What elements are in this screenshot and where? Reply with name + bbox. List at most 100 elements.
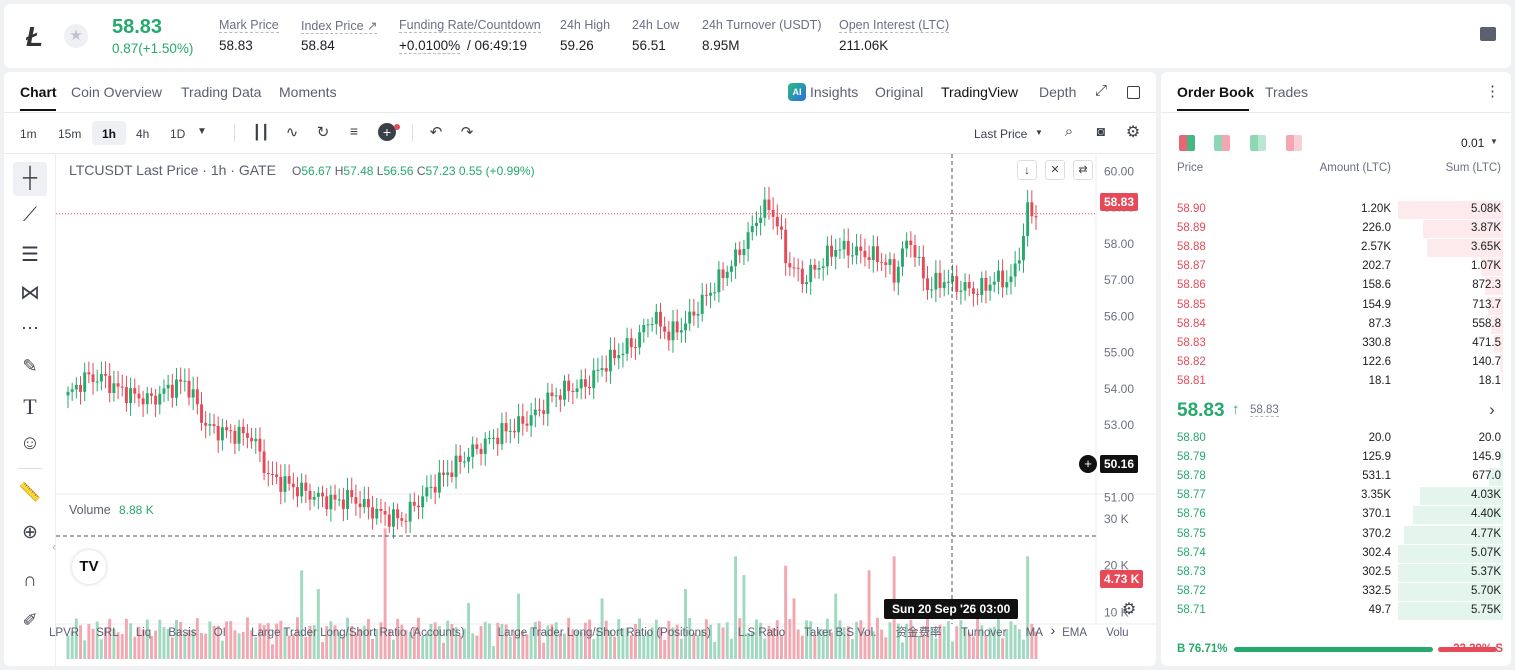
more-menu-icon[interactable]: ⋮ xyxy=(1485,83,1500,100)
favorite-star-icon[interactable]: ★ xyxy=(64,24,88,48)
ob-price[interactable]: 58.86 xyxy=(1177,279,1206,292)
candle-body xyxy=(316,492,320,497)
ind-srl[interactable]: SRL xyxy=(96,627,119,639)
ob-price[interactable]: 58.90 xyxy=(1177,203,1206,215)
ob-price[interactable]: 58.88 xyxy=(1177,241,1206,254)
redo-icon[interactable]: ↷ xyxy=(460,124,474,141)
book-icon[interactable] xyxy=(1480,27,1496,41)
time-axis-settings-icon[interactable]: ⚙ xyxy=(1121,601,1137,618)
view-tab-depth[interactable]: Depth xyxy=(1039,84,1077,100)
trend-line-icon[interactable]: ⟋ xyxy=(23,204,37,226)
tab-coin-overview[interactable]: Coin Overview xyxy=(71,84,163,100)
interval-1h-active[interactable] xyxy=(92,121,126,145)
fib-lines-icon[interactable]: ☰ xyxy=(21,244,39,266)
ind-taker-bs-vol[interactable]: Taker B.S Vol. xyxy=(804,627,877,639)
magnet-icon[interactable]: ∩ xyxy=(23,570,37,591)
draw-pencil-icon[interactable]: ✐ xyxy=(22,610,38,630)
text-tool-icon[interactable]: T xyxy=(23,394,37,419)
refresh-icon[interactable]: ↻ xyxy=(316,124,330,141)
ob-price[interactable]: 58.76 xyxy=(1177,508,1206,521)
search-icon[interactable]: ⌕ xyxy=(1064,123,1074,140)
ob-price[interactable]: 58.87 xyxy=(1177,260,1206,273)
more-indicators-icon[interactable]: › xyxy=(1050,622,1056,638)
mid-chevron-icon[interactable]: › xyxy=(1489,400,1495,419)
ob-price[interactable]: 58.72 xyxy=(1177,584,1206,597)
ob-price[interactable]: 58.84 xyxy=(1177,317,1206,330)
price-chart[interactable]: 60.0059.0058.0057.0056.0055.0054.0053.00… xyxy=(56,154,1156,666)
expand-icon[interactable]: ⤢ xyxy=(1094,82,1107,99)
layout-both-icon[interactable] xyxy=(1179,135,1195,151)
layout-asks-icon[interactable] xyxy=(1286,135,1302,151)
ob-price[interactable]: 58.77 xyxy=(1177,489,1206,502)
index-price-label[interactable]: Index Price ↗ xyxy=(301,19,378,34)
layout-split-icon[interactable] xyxy=(1214,135,1230,151)
candle-body xyxy=(433,486,437,493)
view-tab-insights[interactable]: Insights xyxy=(810,84,859,100)
view-tab-tradingview[interactable]: TradingView xyxy=(941,84,1019,100)
ind-ma[interactable]: MA xyxy=(1025,627,1043,639)
ind-ls-ratio[interactable]: L.S Ratio xyxy=(737,627,786,639)
add-alert-icon[interactable]: + xyxy=(1079,455,1097,473)
ob-price[interactable]: 58.85 xyxy=(1177,298,1206,311)
interval-1d[interactable]: 1D xyxy=(170,127,186,141)
scroll-down-icon[interactable]: ↓ xyxy=(1017,160,1037,180)
view-tab-original[interactable]: Original xyxy=(875,84,924,100)
add-icon[interactable]: + xyxy=(378,123,396,141)
pattern-icon[interactable]: ⋈ xyxy=(20,282,40,304)
brush-icon[interactable]: ✎ xyxy=(22,356,38,376)
precision-caret-icon[interactable]: ▼ xyxy=(1490,137,1498,146)
zoom-in-icon[interactable]: ⊕ xyxy=(22,522,38,543)
interval-15m[interactable]: 15m xyxy=(58,127,82,141)
tab-chart[interactable]: Chart xyxy=(20,84,57,100)
tab-order-book[interactable]: Order Book xyxy=(1177,84,1255,100)
camera-icon[interactable]: ◙ xyxy=(1096,123,1106,139)
price-type-caret-icon[interactable]: ▼ xyxy=(1035,128,1043,137)
ruler-icon[interactable]: 📏 xyxy=(18,482,42,502)
ind-volume[interactable]: Volu xyxy=(1106,627,1129,639)
sync-icon[interactable]: ⇄ xyxy=(1073,160,1093,180)
window-icon[interactable] xyxy=(1127,86,1140,99)
ind-basis[interactable]: Basis xyxy=(168,627,197,639)
ind-oi[interactable]: OI xyxy=(213,627,226,639)
ob-price[interactable]: 58.75 xyxy=(1177,527,1206,540)
ind-liq[interactable]: Liq xyxy=(135,627,152,639)
emoji-icon[interactable]: ☺ xyxy=(19,432,41,454)
ob-price[interactable]: 58.73 xyxy=(1177,565,1206,578)
ob-price[interactable]: 58.74 xyxy=(1177,546,1206,559)
ind-large-trader-positions[interactable]: Large Trader Long/Short Ratio (Positions… xyxy=(497,627,711,639)
interval-4h[interactable]: 4h xyxy=(136,127,150,141)
ind-funding-rate[interactable]: 资金费率 xyxy=(895,627,942,639)
indicators-icon[interactable]: ∿ xyxy=(285,124,299,141)
ob-price[interactable]: 58.79 xyxy=(1177,451,1206,464)
price-type-select[interactable]: Last Price xyxy=(974,127,1028,141)
settings-gear-icon[interactable]: ⚙ xyxy=(1125,124,1141,141)
layout-bids-icon[interactable] xyxy=(1250,135,1266,151)
ob-price[interactable]: 58.82 xyxy=(1177,355,1206,368)
precision-select[interactable]: 0.01 xyxy=(1461,136,1485,150)
collapse-icon[interactable]: ✕ xyxy=(1045,160,1065,180)
collapse-toolbar-icon[interactable]: ‹ xyxy=(52,542,56,553)
ob-price[interactable]: 58.71 xyxy=(1177,603,1206,616)
projection-icon[interactable]: ⋯ xyxy=(21,318,39,338)
crosshair-icon[interactable]: ┼ xyxy=(22,167,38,189)
crosshair-tool-active[interactable] xyxy=(13,162,47,196)
ind-ema[interactable]: EMA xyxy=(1062,627,1087,639)
interval-dropdown-icon[interactable]: ▼ xyxy=(197,126,207,137)
tab-trades[interactable]: Trades xyxy=(1265,84,1309,100)
interval-1h[interactable]: 1h xyxy=(102,127,117,141)
tab-trading-data[interactable]: Trading Data xyxy=(181,84,262,100)
volume-bar xyxy=(942,626,946,659)
ind-lpvr[interactable]: LPVR xyxy=(49,627,80,639)
templates-icon[interactable]: ≡ xyxy=(349,123,359,139)
tab-moments[interactable]: Moments xyxy=(279,84,337,100)
ob-price[interactable]: 58.83 xyxy=(1177,336,1206,349)
ob-price[interactable]: 58.89 xyxy=(1177,222,1206,235)
interval-1m[interactable]: 1m xyxy=(20,127,37,141)
ob-price[interactable]: 58.81 xyxy=(1177,374,1206,387)
ob-price[interactable]: 58.80 xyxy=(1177,432,1206,444)
ind-large-trader-accounts[interactable]: Large Trader Long/Short Ratio (Accounts) xyxy=(251,627,465,639)
undo-icon[interactable]: ↶ xyxy=(429,124,443,141)
candle-type-icon[interactable]: ┃┃ xyxy=(252,124,270,140)
ob-price[interactable]: 58.78 xyxy=(1177,470,1206,483)
ind-turnover[interactable]: Turnover xyxy=(960,627,1007,639)
